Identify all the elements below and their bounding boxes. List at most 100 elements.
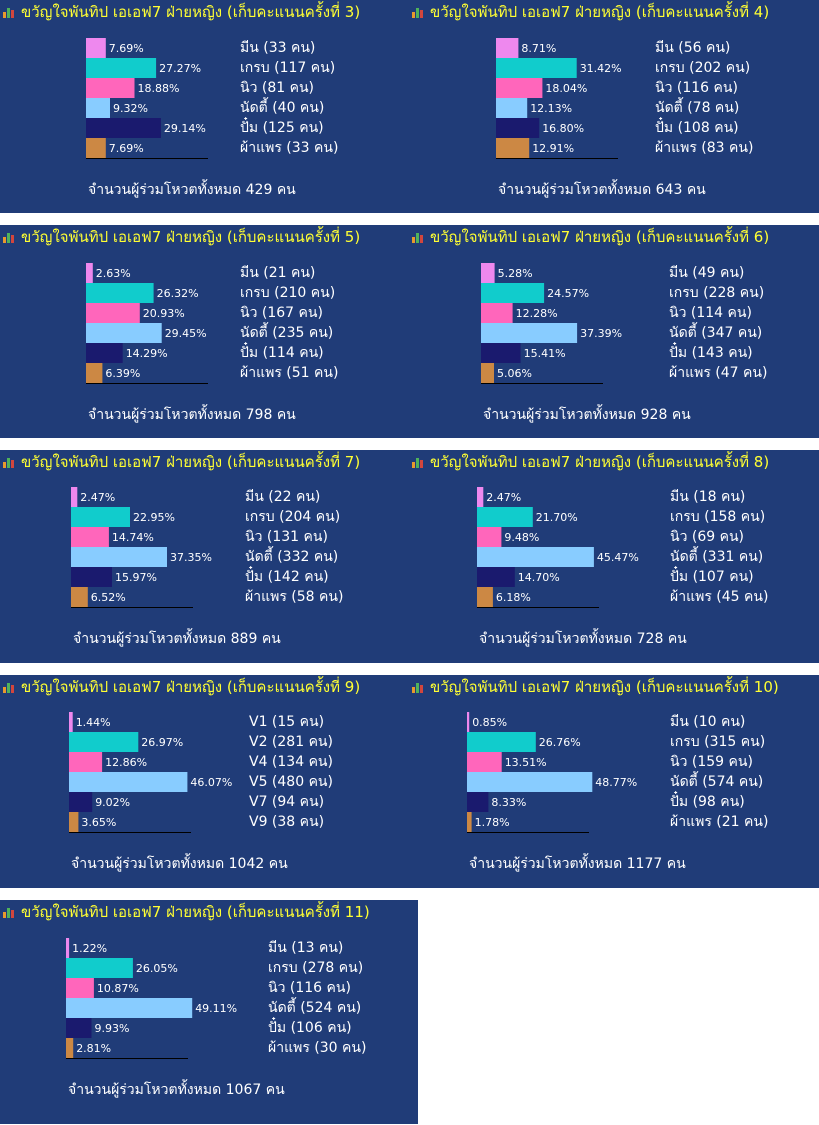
poll-chart-icon bbox=[412, 231, 425, 243]
legend-item: มีน (18 คน) bbox=[670, 489, 746, 505]
bar bbox=[66, 998, 193, 1018]
legend-item: นิว (69 คน) bbox=[670, 529, 745, 545]
poll-title-text: ขวัญใจพันทิป เอเอฟ7 ฝ่ายหญิง (เก็บคะแนนค… bbox=[21, 453, 361, 471]
legend-item: ผ้าแพร (83 คน) bbox=[655, 140, 754, 156]
bar-value-label: 13.51% bbox=[505, 756, 547, 769]
legend-item: มีน (10 คน) bbox=[670, 714, 746, 730]
legend-item: V1 (15 คน) bbox=[249, 714, 325, 730]
legend-item: V4 (134 คน) bbox=[249, 754, 333, 770]
legend-item: เกรบ (117 คน) bbox=[240, 60, 336, 76]
bar bbox=[496, 98, 528, 118]
bar bbox=[86, 118, 161, 138]
poll-title: ขวัญใจพันทิป เอเอฟ7 ฝ่ายหญิง (เก็บคะแนนค… bbox=[3, 2, 410, 22]
bar-value-label: 12.91% bbox=[532, 142, 574, 155]
bar bbox=[86, 78, 135, 98]
legend-item: ผ้าแพร (58 คน) bbox=[245, 589, 344, 605]
poll-legend: มีน (10 คน) เกรบ (315 คน) นิว (159 คน) น… bbox=[670, 712, 768, 832]
bar-value-label: 10.87% bbox=[97, 982, 139, 995]
bar-value-label: 31.42% bbox=[580, 62, 622, 75]
legend-item: นัดตี้ (235 คน) bbox=[240, 325, 334, 341]
legend-item: ปั๋ม (125 คน) bbox=[240, 120, 324, 136]
bar-value-label: 7.69% bbox=[109, 42, 144, 55]
poll-title-text: ขวัญใจพันทิป เอเอฟ7 ฝ่ายหญิง (เก็บคะแนนค… bbox=[21, 678, 361, 696]
bar bbox=[481, 263, 495, 283]
legend-item: นิว (167 คน) bbox=[240, 305, 323, 321]
poll-bar-chart: 1.22% 26.05% 10.87% 49.11% 9.93% 2.81% bbox=[66, 938, 237, 1059]
bar-value-label: 12.13% bbox=[530, 102, 572, 115]
bar-value-label: 48.77% bbox=[595, 776, 637, 789]
legend-item: เกรบ (278 คน) bbox=[268, 960, 364, 976]
bar-value-label: 37.39% bbox=[580, 327, 622, 340]
poll-panel: ขวัญใจพันทิป เอเอฟ7 ฝ่ายหญิง (เก็บคะแนนค… bbox=[0, 675, 410, 888]
poll-total-voters: จำนวนผู้ร่วมโหวตทั้งหมด 798 คน bbox=[88, 407, 296, 423]
poll-bar-chart: 0.85% 26.76% 13.51% 48.77% 8.33% 1.78% bbox=[467, 712, 637, 833]
bar bbox=[496, 138, 530, 158]
bar bbox=[86, 263, 93, 283]
poll-chart-icon bbox=[3, 6, 16, 18]
bar-value-label: 26.05% bbox=[136, 962, 178, 975]
poll-total-voters: จำนวนผู้ร่วมโหวตทั้งหมด 1177 คน bbox=[469, 856, 686, 872]
poll-bar-chart: 2.63% 26.32% 20.93% 29.45% 14.29% 6.39% bbox=[86, 263, 208, 384]
legend-item: นิว (159 คน) bbox=[670, 754, 753, 770]
bar-value-label: 14.74% bbox=[112, 531, 154, 544]
legend-item: นัดตี้ (331 คน) bbox=[670, 549, 764, 565]
bar-value-label: 49.11% bbox=[195, 1002, 237, 1015]
poll-title: ขวัญใจพันทิป เอเอฟ7 ฝ่ายหญิง (เก็บคะแนนค… bbox=[412, 677, 819, 697]
bar bbox=[467, 732, 536, 752]
bar bbox=[86, 58, 157, 78]
bar-value-label: 6.39% bbox=[105, 367, 140, 380]
legend-item: เกรบ (315 คน) bbox=[670, 734, 766, 750]
poll-title-text: ขวัญใจพันทิป เอเอฟ7 ฝ่ายหญิง (เก็บคะแนนค… bbox=[430, 678, 779, 696]
poll-total-voters: จำนวนผู้ร่วมโหวตทั้งหมด 728 คน bbox=[479, 631, 687, 647]
legend-item: มีน (13 คน) bbox=[268, 940, 344, 956]
bar-value-label: 9.32% bbox=[113, 102, 148, 115]
bar bbox=[496, 58, 577, 78]
bar-value-label: 29.14% bbox=[164, 122, 206, 135]
poll-legend: มีน (49 คน) เกรบ (228 คน) นิว (114 คน) น… bbox=[669, 263, 767, 383]
bar bbox=[69, 792, 93, 812]
bar bbox=[71, 587, 88, 607]
legend-item: เกรบ (210 คน) bbox=[240, 285, 336, 301]
bar bbox=[66, 938, 70, 958]
legend-item: นัดตี้ (332 คน) bbox=[245, 549, 339, 565]
bar-value-label: 5.28% bbox=[498, 267, 533, 280]
poll-title: ขวัญใจพันทิป เอเอฟ7 ฝ่ายหญิง (เก็บคะแนนค… bbox=[412, 227, 819, 247]
bar-value-label: 5.06% bbox=[497, 367, 532, 380]
bar bbox=[467, 712, 470, 732]
bar-value-label: 1.22% bbox=[72, 942, 107, 955]
legend-item: V2 (281 คน) bbox=[249, 734, 333, 750]
bar-value-label: 12.86% bbox=[105, 756, 147, 769]
poll-bar-chart: 2.47% 22.95% 14.74% 37.35% 15.97% 6.52% bbox=[71, 487, 212, 608]
bar bbox=[496, 78, 543, 98]
bar-value-label: 3.65% bbox=[81, 816, 116, 829]
legend-item: ปั๋ม (114 คน) bbox=[240, 345, 324, 361]
legend-item: นิว (114 คน) bbox=[669, 305, 752, 321]
bar-value-label: 0.85% bbox=[472, 716, 507, 729]
legend-item: เกรบ (202 คน) bbox=[655, 60, 751, 76]
legend-item: มีน (21 คน) bbox=[240, 265, 316, 281]
bar bbox=[467, 752, 502, 772]
poll-total-voters: จำนวนผู้ร่วมโหวตทั้งหมด 429 คน bbox=[88, 182, 296, 198]
bar bbox=[86, 343, 123, 363]
bar bbox=[477, 587, 493, 607]
poll-chart-icon bbox=[412, 456, 425, 468]
bar bbox=[71, 547, 167, 567]
poll-chart-icon bbox=[3, 456, 16, 468]
bar-value-label: 16.80% bbox=[542, 122, 584, 135]
legend-item: ผ้าแพร (33 คน) bbox=[240, 140, 339, 156]
legend-item: นัดตี้ (40 คน) bbox=[240, 100, 325, 116]
poll-bar-chart: 1.44% 26.97% 12.86% 46.07% 9.02% 3.65% bbox=[69, 712, 232, 833]
bar bbox=[71, 527, 109, 547]
bar-value-label: 26.32% bbox=[157, 287, 199, 300]
poll-title-text: ขวัญใจพันทิป เอเอฟ7 ฝ่ายหญิง (เก็บคะแนนค… bbox=[430, 3, 770, 21]
bar-value-label: 26.76% bbox=[539, 736, 581, 749]
poll-title: ขวัญใจพันทิป เอเอฟ7 ฝ่ายหญิง (เก็บคะแนนค… bbox=[412, 2, 819, 22]
legend-item: นิว (116 คน) bbox=[655, 80, 738, 96]
bar bbox=[71, 507, 130, 527]
poll-legend: มีน (22 คน) เกรบ (204 คน) นิว (131 คน) น… bbox=[245, 487, 343, 607]
poll-chart-icon bbox=[3, 231, 16, 243]
bar-value-label: 6.18% bbox=[496, 591, 531, 604]
poll-chart-icon bbox=[3, 906, 16, 918]
bar bbox=[86, 323, 162, 343]
poll-title-text: ขวัญใจพันทิป เอเอฟ7 ฝ่ายหญิง (เก็บคะแนนค… bbox=[430, 228, 770, 246]
